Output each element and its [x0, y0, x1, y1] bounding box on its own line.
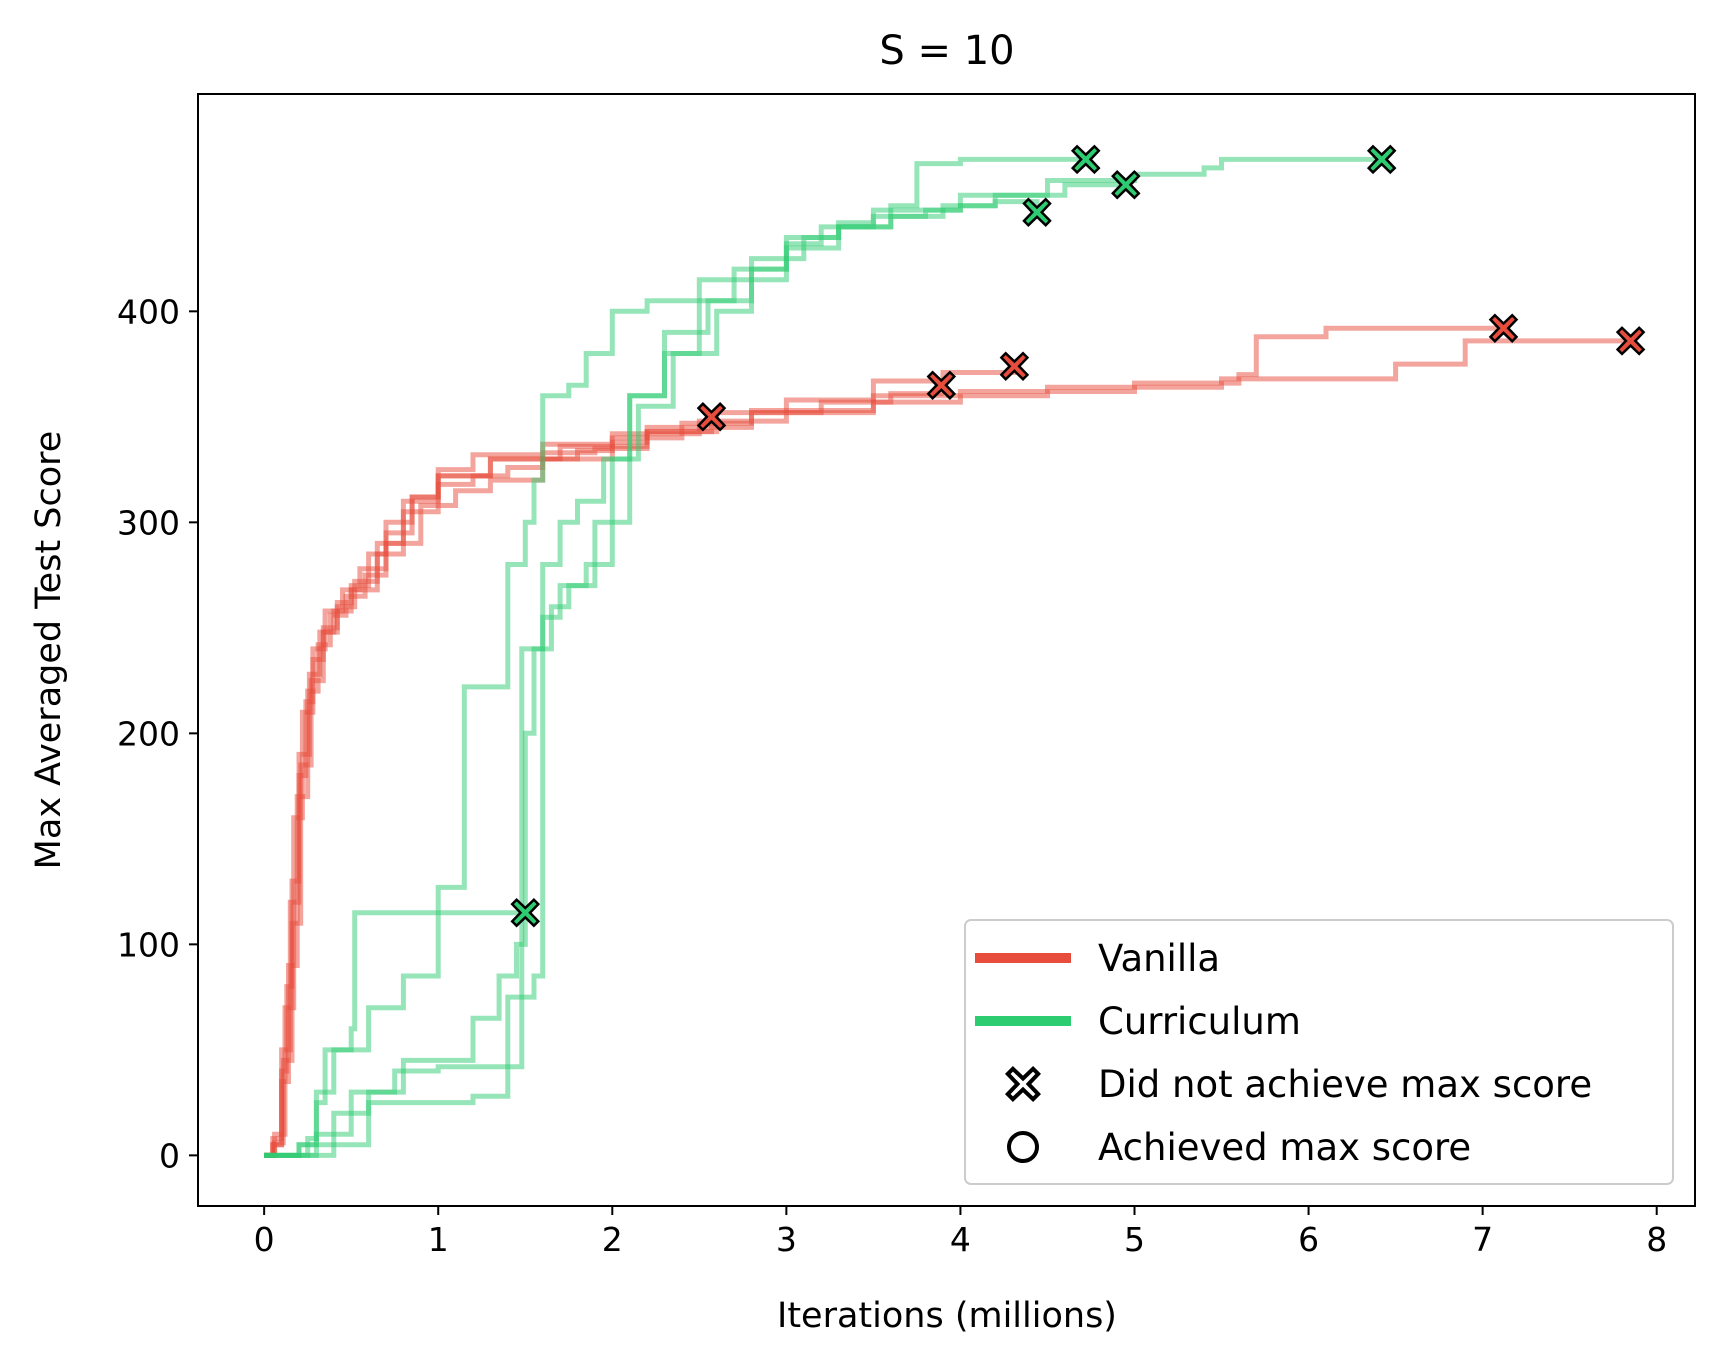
y-tick-label: 0	[159, 1136, 180, 1175]
y-tick-label: 200	[117, 714, 180, 753]
y-tick-label: 100	[117, 925, 180, 964]
vanilla-end-marker	[1615, 326, 1646, 356]
curriculum-end-marker	[1022, 197, 1052, 227]
x-tick-label: 3	[776, 1220, 797, 1259]
vanilla-end-marker	[1488, 313, 1519, 343]
y-axis-label: Max Averaged Test Score	[29, 431, 69, 870]
x-axis-ticks: 0 1 2 3 4 5 6 7 8	[254, 1206, 1667, 1259]
x-tick-label: 6	[1298, 1220, 1319, 1259]
vanilla-run-line	[264, 338, 1631, 1158]
x-tick-label: 2	[602, 1220, 623, 1259]
legend-circle-marker-icon	[1007, 1131, 1039, 1163]
y-tick-label: 400	[117, 292, 180, 331]
curriculum-end-marker	[1366, 144, 1397, 175]
x-axis-label: Iterations (millions)	[777, 1296, 1117, 1336]
plot-frame	[197, 93, 1696, 1207]
y-tick-label: 300	[117, 503, 180, 542]
curriculum-end-marker	[1070, 144, 1101, 175]
x-tick-label: 5	[1124, 1220, 1145, 1259]
x-tick-label: 4	[950, 1220, 971, 1259]
legend-label: Curriculum	[1098, 1000, 1301, 1043]
curriculum-run-line	[264, 182, 1126, 1158]
vanilla-end-marker	[926, 370, 957, 400]
chart-title: S = 10	[879, 28, 1014, 74]
series-layer	[264, 156, 1631, 1158]
legend-box	[964, 919, 1674, 1185]
legend-label: Vanilla	[1098, 937, 1220, 980]
legend-label: Achieved max score	[1098, 1126, 1471, 1169]
legend-x-marker-icon	[1004, 1065, 1042, 1103]
legend-label: Did not achieve max score	[1098, 1063, 1592, 1106]
marker-layer	[510, 144, 1646, 928]
x-tick-label: 0	[254, 1220, 275, 1259]
curriculum-end-marker	[510, 897, 541, 928]
curriculum-end-marker	[1111, 169, 1141, 200]
vanilla-end-marker	[696, 402, 727, 432]
curriculum-run-line	[264, 156, 1382, 1158]
vanilla-end-marker	[999, 351, 1030, 381]
y-axis-ticks: 0 100 200 300 400	[117, 292, 198, 1175]
x-tick-label: 1	[428, 1220, 449, 1259]
x-tick-label: 7	[1472, 1220, 1493, 1259]
x-tick-label: 8	[1646, 1220, 1667, 1259]
legend: Vanilla Curriculum Did not achieve max sco…	[964, 919, 1674, 1185]
